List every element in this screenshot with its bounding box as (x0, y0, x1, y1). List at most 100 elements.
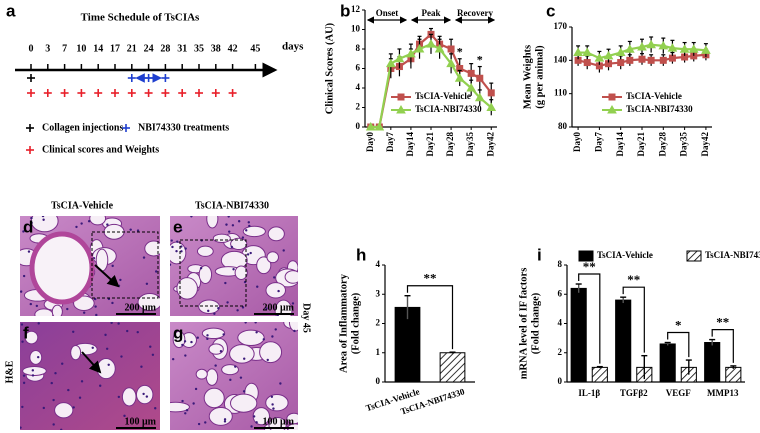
alveolus (268, 417, 287, 430)
column-title: TsCIA-NBI74330 (195, 200, 269, 211)
alveolus (266, 251, 280, 264)
legend-marker (397, 93, 405, 101)
nucleus (104, 333, 107, 337)
nucleus (180, 245, 183, 248)
scale-bar-label: 100 μm (125, 416, 157, 427)
x-tick-label: Day14 (615, 132, 625, 157)
timeline-tick-label: 7 (62, 43, 67, 54)
significance-bracket (667, 331, 690, 358)
legend-marker (607, 104, 617, 114)
nucleus (266, 358, 269, 362)
x-tick-label: Day7 (385, 132, 395, 152)
nucleus (185, 408, 189, 412)
score-marker (77, 89, 86, 97)
phase-label: Onset (376, 8, 399, 18)
scale-bar-label: 200 μm (125, 302, 157, 313)
nucleus (145, 282, 149, 285)
nucleus (154, 407, 157, 410)
nucleus (190, 340, 193, 344)
alveolus (54, 402, 74, 419)
nucleus (277, 289, 280, 293)
nucleus (223, 418, 227, 421)
y-tick-label: 110 (554, 88, 568, 98)
legend-marker (396, 104, 406, 114)
significance-bracket (578, 273, 601, 364)
point (414, 43, 425, 53)
nucleus (123, 414, 126, 418)
x-tick-label: Day42 (700, 132, 710, 157)
significance: * (477, 52, 483, 66)
nucleus (60, 428, 63, 430)
significance: * (675, 317, 682, 332)
point (638, 55, 646, 63)
nucleus (87, 220, 91, 223)
time-label: Day 45 (301, 303, 312, 333)
nucleus (21, 340, 24, 343)
treatment-marker (161, 74, 170, 82)
x-tick-label: Day35 (679, 132, 689, 157)
score-marker (94, 89, 103, 97)
nucleus (35, 304, 39, 308)
nucleus (41, 216, 45, 218)
nucleus (110, 322, 113, 325)
significance: ** (716, 315, 729, 330)
nucleus (142, 392, 145, 396)
alveolus (274, 299, 293, 316)
nucleus (265, 307, 268, 310)
x-tick-label: MMP13 (707, 388, 739, 398)
legend-label: TsCIA-Vehicle (597, 250, 653, 260)
alveolus (265, 394, 289, 412)
nucleus (50, 381, 53, 385)
nucleus (184, 354, 187, 357)
point (679, 44, 690, 53)
y-tick-label: 8 (558, 259, 563, 269)
bar (591, 366, 608, 383)
y-tick-label: 2 (558, 347, 563, 357)
timeline-tick-label: 21 (127, 43, 137, 54)
nucleus (250, 425, 253, 428)
y-axis-label: Clinical Scores (AU) (324, 22, 335, 114)
point (658, 40, 669, 50)
bar (615, 299, 632, 383)
alveolus (34, 308, 54, 316)
histology-images (20, 216, 298, 430)
inset-box (179, 239, 247, 307)
x-tick-label: Day42 (485, 132, 495, 157)
stain-label: H&E (4, 360, 15, 383)
alveolus (206, 216, 219, 229)
alveolus (172, 330, 186, 349)
y-axis-label: Area of Inflammatory (338, 273, 349, 373)
nucleus (99, 384, 102, 387)
timeline-tick-label: 0 (29, 43, 34, 54)
nucleus (42, 406, 46, 410)
point (667, 43, 678, 52)
nucleus (237, 220, 241, 223)
legend-swatch (578, 250, 594, 262)
point (688, 44, 699, 53)
alveolus (230, 393, 258, 413)
nucleus (75, 225, 78, 229)
nucleus (236, 309, 239, 312)
nucleus (271, 403, 274, 406)
timeline-tick-label: 24 (144, 43, 154, 54)
nucleus (271, 335, 274, 338)
significance: ** (424, 271, 437, 286)
nucleus (30, 221, 33, 225)
timeline-tick-label: 17 (110, 43, 120, 54)
nucleus (194, 387, 198, 391)
bronchiole (29, 231, 95, 305)
y-tick-label: 140 (554, 54, 568, 64)
nucleus (229, 378, 232, 382)
panel-letter: g (173, 323, 183, 342)
panel-letter: a (6, 1, 16, 20)
significance-bracket (711, 328, 734, 363)
nucleus (241, 306, 245, 309)
nucleus (223, 420, 227, 423)
nucleus (245, 229, 248, 232)
significance: * (457, 45, 463, 59)
legend-marker (26, 124, 34, 132)
point (365, 121, 376, 131)
alveolus (73, 295, 95, 312)
inset-box (91, 231, 159, 299)
significance: ** (627, 272, 640, 287)
